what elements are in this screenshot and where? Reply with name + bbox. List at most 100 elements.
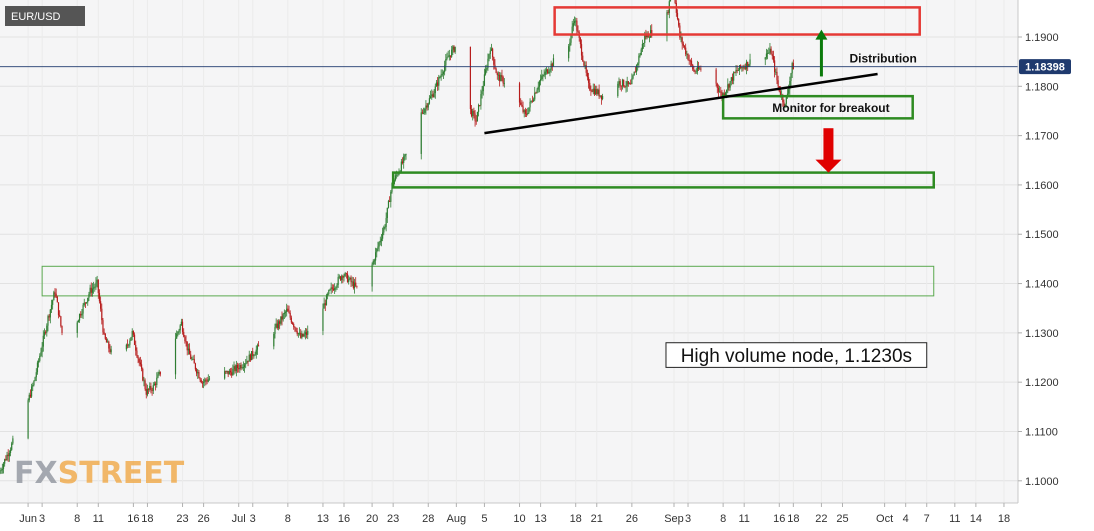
candle-body [784,103,786,107]
candle-body [688,59,690,61]
candle-body [421,112,424,114]
candle-body [397,174,399,176]
price-badge: 1.18398 [1019,59,1071,75]
candle-body [279,321,281,324]
candle-body [36,362,39,373]
candle-body [88,294,90,298]
candle-body [619,81,621,86]
candle-body [442,72,445,74]
x-tick-label: 3 [685,513,691,525]
x-tick-label: 18 [570,513,582,525]
candle-body [743,67,745,69]
candle-body [625,86,627,88]
candle-body [488,54,490,59]
candle-body [728,84,730,88]
candle-body [584,65,586,67]
candle-body [296,331,298,335]
candle-body [249,354,252,361]
candle-body [289,312,291,318]
candle-body [430,96,432,99]
candle-body [686,54,688,55]
candle-body [503,83,505,85]
breakout-box [721,94,914,120]
x-tick-label: 8 [285,513,291,525]
candle-body [145,388,147,395]
candle-body [90,287,92,293]
candle-body [241,367,243,369]
candle-body [236,365,239,369]
candle-body [630,83,632,85]
candle-body [133,334,136,345]
candle-body [228,370,230,375]
candle-body [201,382,204,384]
candle-body [579,37,581,45]
candle-body [2,463,5,469]
x-tick-label: 16 [338,513,350,525]
candle-body [352,281,354,288]
x-tick-label: Jun [19,513,37,525]
candle-body [180,321,182,326]
candle-body [188,348,191,355]
candle-body [157,374,159,378]
candle-body [337,277,339,285]
candle-body [642,42,645,44]
candle-body [87,297,89,303]
candle-body [434,86,436,94]
candle-body [382,232,384,239]
candle-body [9,449,12,453]
candle-body [98,293,101,302]
candle-body [623,79,625,87]
volume-node-zone [41,265,935,297]
candle-body [648,37,651,39]
candle-body [142,368,144,381]
candle-body [390,191,392,202]
candle-body [243,364,246,368]
candle-body [342,276,344,278]
candle-body [644,35,646,43]
candle-body [307,330,309,335]
candle-body [191,358,193,360]
candle-body [599,95,601,97]
candle-body [685,47,687,55]
candle-body [376,248,378,253]
candle-body [105,338,108,343]
candle-body [496,73,498,76]
candle-body [348,279,350,283]
candle-body [183,331,185,337]
candle-body [469,46,471,109]
candle-body [286,308,288,313]
candle-body [633,71,635,76]
candle-body [549,69,551,72]
candle-body [440,74,442,78]
candle-body [298,332,301,334]
candle-body [375,252,377,261]
x-tick-label: 16 [773,513,785,525]
candle-body [522,106,524,112]
candle-body [736,69,738,71]
candle-body [518,83,521,103]
resistance-box [553,6,921,36]
candle-body [535,92,537,94]
candle-body [621,79,624,87]
candle-body [420,112,422,154]
candle-body [248,354,250,362]
candle-body [290,317,292,323]
candle-body [377,246,379,249]
candle-body [719,91,721,93]
candle-body [404,154,406,157]
candle-body [694,71,696,73]
candle-body [731,77,734,81]
candle-body [40,352,42,356]
candle-body [474,113,476,121]
candle-body [138,358,140,363]
candle-body [327,294,329,296]
candle-body [589,82,591,90]
candle-body [482,85,484,92]
candle-body [247,360,249,362]
candle-body [433,93,435,98]
candle-body [537,86,539,90]
candle-body [232,369,234,376]
candle-body [227,370,229,375]
candle-body [539,79,542,82]
candle-body [225,371,227,372]
